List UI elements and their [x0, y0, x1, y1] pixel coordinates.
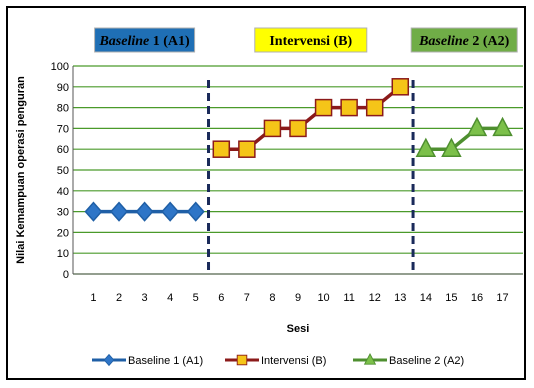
data-point [340, 98, 358, 117]
x-tick-label: 9 [295, 292, 301, 304]
x-tick-label: 5 [193, 292, 199, 304]
x-tick-label: 10 [317, 292, 329, 304]
x-tick-label: 17 [496, 292, 508, 304]
data-point [289, 119, 307, 138]
x-tick-label: 6 [218, 292, 224, 304]
y-tick-label: 0 [63, 269, 69, 281]
y-axis-title: Nilai Kemampuan operasi penguran [15, 76, 27, 264]
x-tick-label: 1 [90, 292, 96, 304]
y-tick-label: 80 [57, 103, 69, 115]
phase-label-box [410, 27, 518, 53]
data-point [161, 201, 180, 222]
legend-item-2: Intervensi (B) [225, 354, 326, 367]
legend-item-1: Baseline 1 (A1) [92, 353, 203, 367]
x-tick-label: 11 [343, 292, 354, 304]
y-tick-label: 50 [57, 165, 69, 177]
legend-label: Baseline 2 (A2) [389, 355, 464, 367]
data-point [238, 140, 256, 158]
x-tick-label: 8 [269, 292, 275, 304]
phase-label-1: Baseline 1 (A1) [94, 27, 196, 53]
y-tick-label: 60 [57, 144, 69, 156]
x-tick-label: 15 [445, 292, 457, 304]
data-point [135, 201, 154, 222]
phase-label-box [94, 27, 196, 53]
data-point [415, 137, 437, 157]
x-tick-label: 12 [369, 292, 381, 304]
chart-frame: 0 10 20 30 40 50 60 70 80 90 100 1 2 3 4 5 6 7 8 9 10 11 12 13 1… [6, 6, 526, 380]
series-1 [84, 201, 205, 222]
legend-label: Intervensi (B) [261, 355, 326, 367]
data-point [186, 201, 205, 222]
legend-item-3: Baseline 2 (A2) [353, 353, 464, 367]
phase-label-box [254, 27, 368, 53]
y-tick-label: 10 [57, 248, 69, 260]
x-tick-label: 4 [167, 292, 173, 304]
x-tick-label: 3 [142, 292, 148, 304]
x-tick-label: 16 [471, 292, 483, 304]
phase-label-text: Baseline 1 (A1) [98, 34, 190, 49]
phase-label-2: Intervensi (B) [254, 27, 368, 53]
legend-label: Baseline 1 (A1) [128, 355, 203, 367]
data-point [263, 119, 282, 138]
y-tick-label: 90 [57, 82, 69, 94]
legend-marker [103, 353, 115, 367]
series-3 [415, 116, 513, 157]
x-tick-label: 13 [394, 292, 406, 304]
data-point [212, 140, 231, 158]
x-tick-label: 14 [420, 292, 432, 304]
data-point [441, 137, 462, 157]
data-point [84, 201, 103, 222]
phase-label-text: Intervensi (B) [269, 34, 352, 49]
data-point [365, 98, 384, 117]
series-2 [212, 78, 410, 158]
x-tick-label: 7 [244, 292, 250, 304]
y-tick-label: 30 [57, 207, 69, 219]
data-point [466, 116, 488, 137]
data-point [391, 78, 410, 96]
phase-label-text: Baseline 2 (A2) [418, 34, 510, 49]
legend-marker [236, 354, 248, 366]
data-point [110, 201, 129, 222]
y-tick-label: 20 [57, 227, 69, 239]
legend-marker [363, 353, 377, 365]
data-point [492, 116, 513, 137]
y-tick-label: 70 [57, 123, 69, 135]
x-axis-title: Sesi [287, 323, 310, 335]
phase-label-3: Baseline 2 (A2) [410, 27, 518, 53]
y-tick-label: 40 [57, 186, 69, 198]
data-point [314, 98, 333, 117]
x-tick-label: 2 [116, 292, 122, 304]
series-line [425, 126, 503, 151]
y-tick-label: 100 [51, 61, 69, 73]
